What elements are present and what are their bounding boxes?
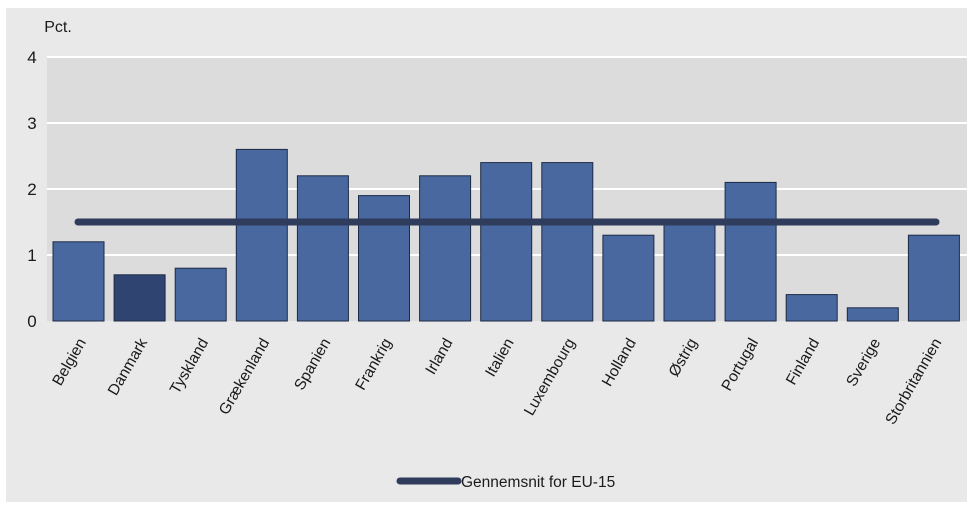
bar-luxembourg (541, 162, 594, 322)
y-tick-label: 0 (27, 312, 36, 331)
y-tick-label: 2 (27, 180, 36, 199)
y-tick-label: 4 (27, 48, 36, 67)
bars (52, 148, 960, 322)
bar-belgien (52, 241, 105, 322)
bar-tyskland (174, 267, 227, 322)
bar-italien (480, 162, 533, 322)
y-axis-unit-label: Pct. (44, 19, 72, 36)
y-tick-label: 3 (27, 114, 36, 133)
y-tick-label: 1 (27, 246, 36, 265)
bar-østrig (663, 221, 716, 322)
bar-portugal (724, 181, 777, 322)
bar-sverige (846, 307, 899, 322)
bar-danmark (113, 274, 166, 322)
bar-holland (602, 234, 655, 322)
bar-grækenland (235, 148, 288, 322)
legend-label: Gennemsnit for EU-15 (461, 474, 615, 491)
bar-storbritannien (907, 234, 960, 322)
bar-finland (785, 294, 838, 322)
legend: Gennemsnit for EU-15 (396, 474, 615, 491)
bar-frankrig (358, 195, 410, 322)
bar-spanien (296, 175, 349, 322)
y-axis-ticks: 0 1 2 3 4 (27, 48, 36, 331)
bar-irland (419, 175, 472, 322)
